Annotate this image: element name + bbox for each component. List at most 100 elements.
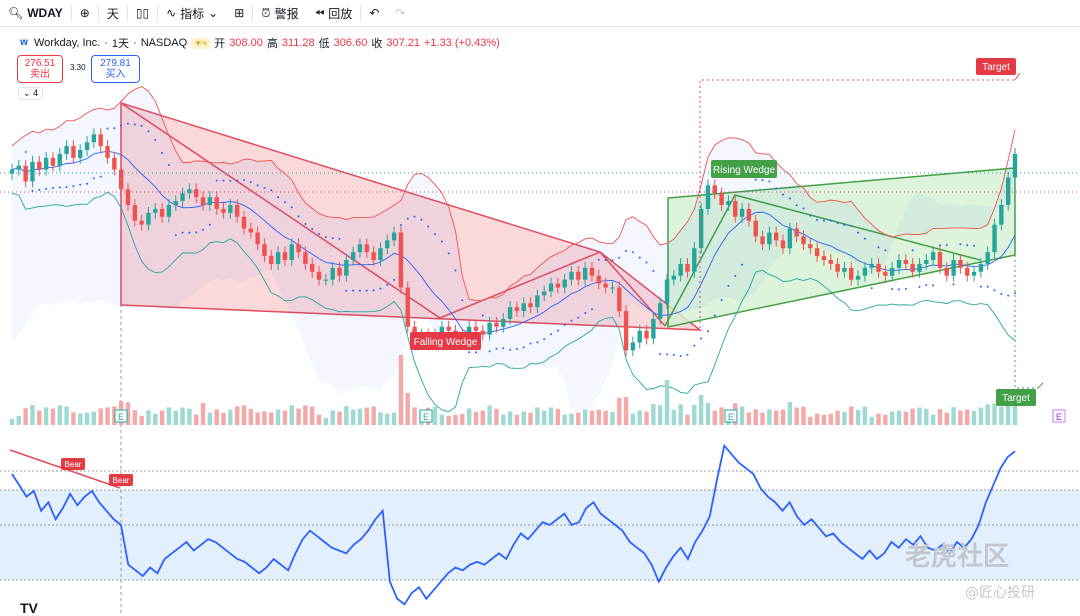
earnings-flag-next[interactable] [1052, 409, 1066, 423]
psar-dot [700, 337, 703, 340]
psar-dot [829, 219, 832, 222]
indicator-collapse-toggle[interactable]: ⌄ 4 [18, 87, 44, 100]
candle-body [30, 161, 35, 182]
earnings-flag[interactable] [114, 409, 128, 423]
candle-body [971, 271, 977, 276]
candle-body [234, 205, 240, 217]
candle-body [603, 283, 608, 288]
psar-dot [973, 244, 976, 247]
interval-button[interactable]: 天 [99, 0, 127, 27]
volume-bar [951, 407, 956, 425]
bb-upper [11, 86, 1016, 302]
buy-price: 279.81 [100, 58, 131, 69]
volume-bar [473, 411, 479, 425]
redo-button[interactable]: ↷ [387, 0, 413, 27]
earnings-flag-label: E [118, 412, 124, 422]
buy-button[interactable]: 279.81 买入 [91, 55, 140, 83]
candle-body [275, 252, 281, 264]
psar-dot [502, 347, 505, 350]
candle-body [548, 283, 554, 292]
volume-bar [460, 413, 465, 425]
chart-type-button[interactable]: ▯▯ [128, 0, 157, 27]
candle-body [84, 142, 90, 150]
psar-dot [434, 233, 437, 236]
replay-button[interactable]: ⏪︎ 回放 [307, 0, 361, 27]
psar-dot [570, 319, 573, 322]
volume-bar [316, 414, 322, 425]
volume-bar [739, 406, 745, 425]
volume-bar [814, 413, 820, 425]
volume-bar [828, 413, 833, 425]
candle-body [562, 279, 567, 288]
candle-body [692, 248, 697, 272]
psar-dot [99, 175, 102, 178]
volume-bar [221, 412, 226, 425]
candle-body [521, 303, 526, 312]
candle-body [125, 189, 131, 205]
candle-body [671, 275, 677, 280]
volume-bar [794, 407, 799, 425]
volume-bar [78, 413, 83, 425]
sell-price: 276.51 [24, 58, 56, 69]
candle-body [862, 267, 868, 276]
svg-text:Rising Wedge: Rising Wedge [713, 165, 776, 176]
symbol-label: WDAY [27, 6, 63, 20]
candle-body [889, 267, 895, 276]
candle-body [385, 240, 390, 249]
psar-dot [857, 231, 860, 234]
volume-bar [480, 410, 485, 425]
psar-dot [311, 228, 314, 231]
volume-bar [194, 414, 199, 425]
psar-dot [481, 314, 484, 317]
earnings-flag[interactable] [419, 409, 433, 423]
symbol-search[interactable]: 🔍︎ WDAY [0, 0, 71, 27]
psar-dot [393, 278, 396, 281]
volume-bar [596, 409, 601, 425]
price-chart[interactable]: Falling Wedge Rising Wedge Target Target… [0, 0, 1080, 430]
volume-bar [105, 407, 110, 425]
candle-body [835, 263, 840, 272]
volume-bar [944, 412, 949, 425]
volume-bars [9, 355, 1018, 425]
svg-text:Bear: Bear [65, 460, 82, 469]
compare-button[interactable]: ⊕ [72, 0, 98, 27]
psar-dot [399, 224, 402, 227]
indicators-button[interactable]: ∿ 指标 ⌄ [158, 0, 226, 27]
psar-dot [959, 243, 962, 246]
psar-dot [802, 207, 805, 210]
candle-body [576, 271, 581, 280]
candle-body [944, 267, 949, 276]
alerts-label: 警报 [274, 6, 299, 21]
volume-bar [678, 404, 683, 425]
candle-body [57, 153, 62, 166]
psar-dot [365, 289, 368, 292]
volume-bar [542, 410, 547, 425]
psar-dot [195, 231, 198, 234]
volume-bar [698, 395, 704, 425]
volume-bar [924, 408, 929, 425]
candle-body [760, 236, 765, 245]
candle-body [787, 228, 793, 249]
layout-button[interactable]: ⊞ [226, 0, 252, 27]
legend-interval: 1天 [111, 38, 130, 50]
alerts-button[interactable]: ⏰︎ 警报 [253, 0, 306, 27]
psar-dot [631, 251, 634, 254]
undo-button[interactable]: ↶ [361, 0, 387, 27]
volume-bar [821, 414, 827, 425]
market-status-icon[interactable]: ☀︎≈ [191, 37, 211, 49]
psar-dot [379, 287, 382, 290]
candle-body [773, 232, 779, 241]
psar-dot [590, 308, 593, 311]
chevron-down-icon: ⌄ [208, 6, 219, 20]
psar-dot [147, 130, 150, 133]
candle-body [876, 263, 881, 272]
psar-dot [727, 284, 730, 287]
sell-button[interactable]: 276.51 卖出 [17, 55, 63, 83]
volume-bar [719, 407, 724, 425]
volume-bar [712, 410, 717, 425]
rsi-chart[interactable]: Bear Bear [0, 430, 1080, 616]
psar-dot [666, 353, 669, 356]
symbol-legend: w Workday, Inc. · 1天 · NASDAQ ☀︎≈ 开 308.00 … [18, 35, 500, 51]
earnings-flag[interactable] [724, 409, 738, 423]
